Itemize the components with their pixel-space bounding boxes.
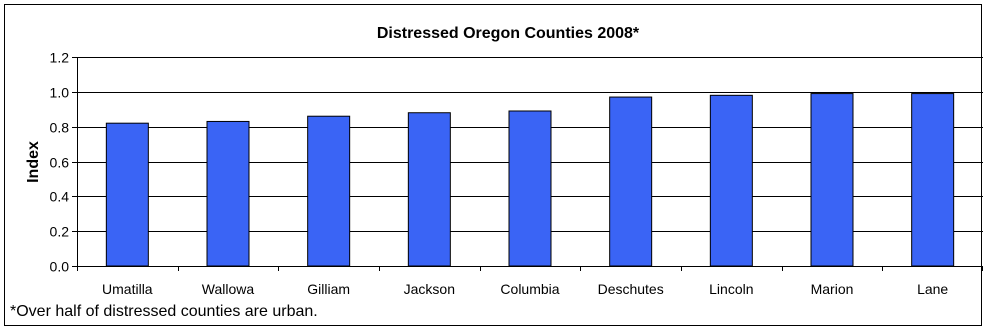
bar — [407, 112, 451, 267]
x-tick-label: Umatilla — [102, 281, 153, 297]
bar — [609, 96, 653, 267]
x-tick-label: Gilliam — [307, 281, 350, 297]
y-tick-label: 0.2 — [50, 224, 70, 240]
x-tick-label: Jackson — [404, 281, 455, 297]
x-tick-label: Marion — [811, 281, 854, 297]
x-tick-label: Deschutes — [598, 281, 664, 297]
y-tick-label: 0.8 — [50, 120, 70, 136]
x-tick-label: Lincoln — [709, 281, 753, 297]
y-tick-label: 1.0 — [50, 85, 70, 101]
chart-title: Distressed Oregon Counties 2008* — [377, 25, 640, 42]
y-tick-label: 0.0 — [50, 259, 70, 275]
y-axis-label: Index — [25, 141, 42, 183]
bar — [206, 120, 250, 267]
x-tick-label: Wallowa — [202, 281, 255, 297]
bar — [911, 93, 955, 267]
x-tick-label: Lane — [917, 281, 948, 297]
x-tick-label: Columbia — [500, 281, 559, 297]
bar — [307, 115, 351, 267]
y-tick-label: 1.2 — [50, 50, 70, 66]
bar — [810, 93, 854, 267]
y-tick-label: 0.6 — [50, 155, 70, 171]
bar — [508, 110, 552, 267]
footnote: *Over half of distressed counties are ur… — [10, 303, 318, 320]
bar — [709, 94, 753, 267]
y-tick-label: 0.4 — [50, 189, 70, 205]
bar — [105, 122, 149, 267]
